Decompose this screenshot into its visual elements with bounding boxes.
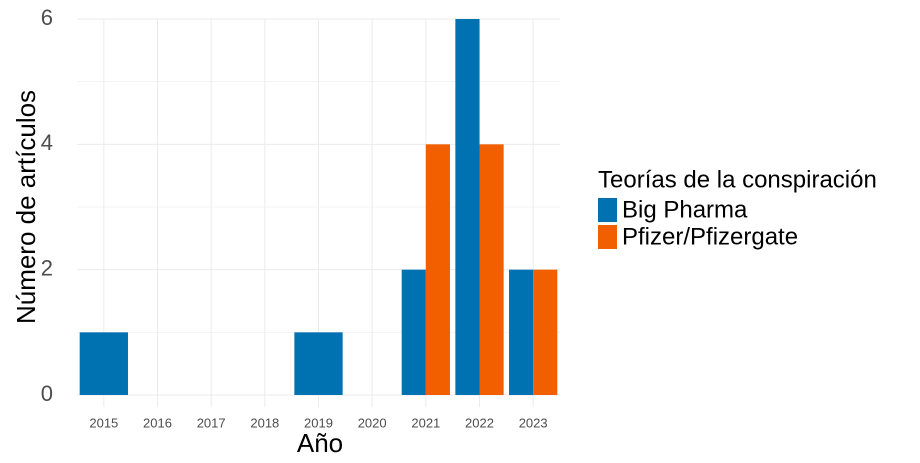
legend-swatch: [598, 225, 617, 249]
x-tick-label: 2021: [411, 415, 440, 430]
x-tick-label: 2015: [89, 415, 118, 430]
x-tick-label: 2016: [143, 415, 172, 430]
legend-swatch: [598, 198, 617, 222]
bar: [455, 19, 480, 395]
bar: [509, 269, 534, 395]
bar: [401, 269, 426, 395]
x-tick-label: 2020: [358, 415, 387, 430]
bar: [533, 269, 558, 395]
bar: [79, 332, 128, 395]
y-axis-title: Número de artículos: [11, 90, 41, 324]
legend-label: Big Pharma: [622, 196, 748, 223]
bar: [479, 144, 504, 395]
x-axis-title: Año: [297, 428, 343, 458]
legend-label: Pfizer/Pfizergate: [622, 223, 798, 250]
x-tick-label: 2019: [304, 415, 333, 430]
y-tick-label: 6: [41, 5, 53, 30]
x-tick-label: 2017: [197, 415, 226, 430]
y-tick-label: 0: [41, 381, 53, 406]
legend-title: Teorías de la conspiración: [598, 166, 877, 193]
x-tick-label: 2023: [519, 415, 548, 430]
x-tick-label: 2018: [250, 415, 279, 430]
bar: [294, 332, 343, 395]
bar: [425, 144, 450, 395]
x-tick-label: 2022: [465, 415, 494, 430]
y-tick-label: 4: [41, 130, 53, 155]
y-tick-label: 2: [41, 255, 53, 280]
